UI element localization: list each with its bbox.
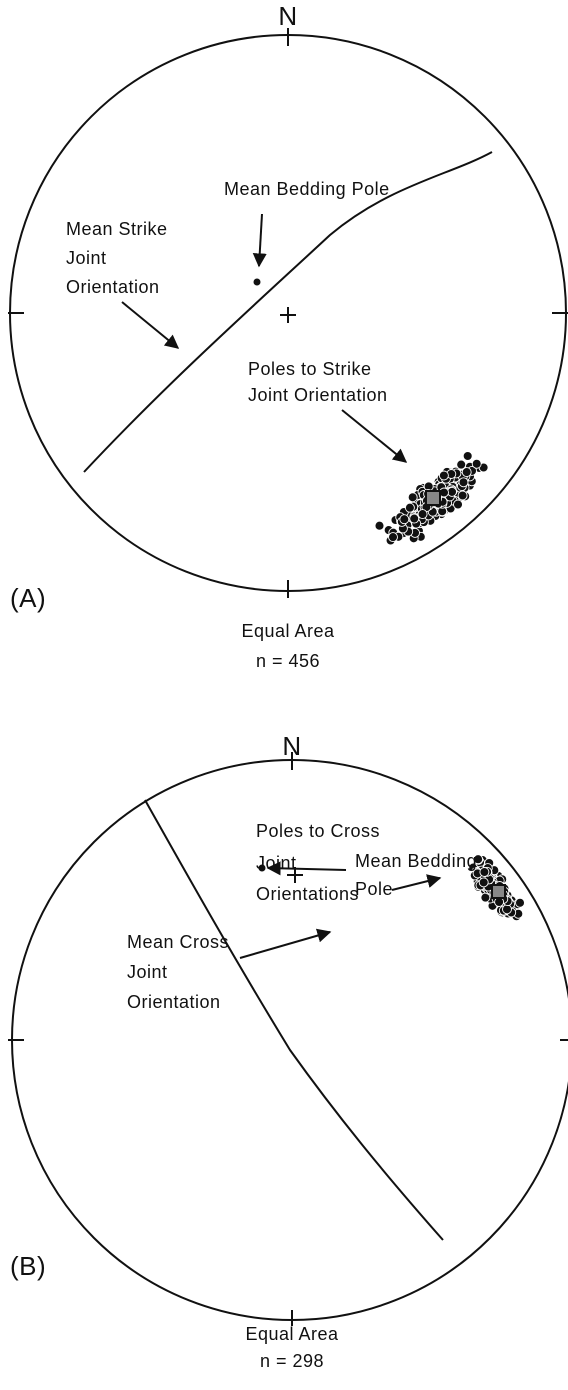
primitive-circle [11, 759, 568, 1321]
annotation: Joint [66, 248, 107, 268]
count-label: n = 298 [260, 1351, 324, 1371]
pole-dot [457, 490, 468, 501]
annotation: Mean Bedding Pole [224, 179, 390, 199]
annotation: Pole [355, 879, 393, 899]
pole-dot [502, 904, 512, 915]
pole-dot [462, 451, 473, 461]
pole-dot [480, 892, 491, 903]
pole-dot [417, 509, 428, 520]
pole-dot [388, 532, 398, 543]
panel-a: N Mean Bedding Pole Mean Strike Joint Or… [8, 1, 568, 671]
pole-dot [404, 502, 415, 513]
pole-dot [458, 477, 469, 488]
count-label: n = 456 [256, 651, 320, 671]
annotation: Joint [127, 962, 168, 982]
panel-label: (B) [10, 1251, 46, 1281]
arrow [266, 861, 347, 876]
pole-dot [471, 458, 482, 469]
pole-dot [461, 467, 472, 478]
great-circle [144, 799, 444, 1241]
projection-label: Equal Area [245, 1324, 339, 1344]
annotation: Poles to Strike [248, 359, 372, 379]
pole-dot [479, 867, 490, 877]
great-circle [83, 151, 493, 473]
projection-label: Equal Area [241, 621, 335, 641]
mean-pole [425, 490, 441, 506]
annotation: Mean Cross [127, 932, 229, 952]
north-label: N [278, 1, 297, 31]
arrow [391, 874, 442, 891]
annotation: Orientations [256, 884, 359, 904]
arrow [341, 409, 408, 463]
pole-dot [473, 854, 484, 865]
bedding-pole [258, 864, 266, 872]
annotation: Orientation [66, 277, 160, 297]
pole-dot [438, 470, 449, 481]
pole-dot [399, 514, 410, 525]
arrow [239, 928, 332, 959]
center-cross [280, 307, 296, 323]
arrow [252, 213, 267, 268]
panel-label: (A) [10, 583, 46, 613]
north-label: N [282, 731, 301, 761]
annotation: Joint [256, 853, 297, 873]
annotation: Poles to Cross [256, 821, 380, 841]
panel-b: N Poles to Cross Joint Orientations Mean… [8, 731, 568, 1371]
pole-dot [453, 499, 463, 510]
annotation: Joint Orientation [248, 385, 388, 405]
pole-dot [478, 877, 489, 888]
pole-dot [407, 492, 418, 503]
annotation: Mean Bedding [355, 851, 477, 871]
annotation: Orientation [127, 992, 221, 1012]
pole-dot [409, 513, 420, 524]
pole-dot [515, 897, 525, 908]
pole-dot [456, 459, 467, 470]
bedding-pole [253, 278, 261, 286]
annotation: Mean Strike [66, 219, 168, 239]
mean-pole [491, 884, 506, 899]
pole-dot [374, 520, 385, 531]
arrow [121, 301, 180, 349]
